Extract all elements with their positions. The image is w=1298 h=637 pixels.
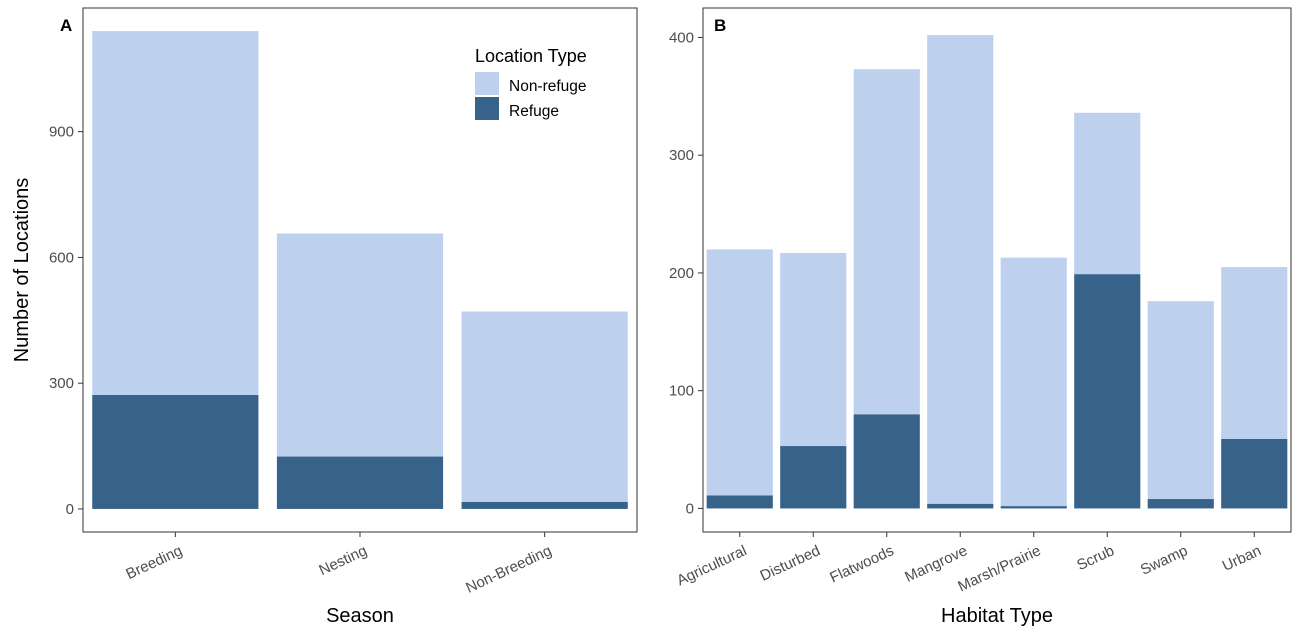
bar-non-refuge-flatwoods [853, 69, 920, 415]
panel-frame [702, 7, 1292, 533]
panel-b: 0 100 200 300 400 Agricultural Disturbed Flatwo… [669, 7, 1292, 627]
bar-non-refuge-urban [1221, 267, 1288, 439]
bar-refuge-mangrove [927, 503, 994, 509]
x-tick-label-marsh-prairie: Marsh/Prairie [955, 542, 1043, 595]
panel-frame [82, 7, 638, 533]
bar-refuge-flatwoods [853, 414, 920, 509]
x-axis-title: Season [326, 605, 394, 627]
legend-swatch-refuge [475, 97, 499, 120]
bar-non-refuge-scrub [1074, 112, 1141, 275]
bar-non-refuge-mangrove [927, 35, 994, 504]
y-tick-label: 0 [686, 500, 694, 517]
y-tick-label: 600 [49, 249, 74, 266]
bar-non-refuge-marsh-prairie [1000, 257, 1067, 507]
y-tick-label: 0 [66, 501, 74, 518]
bar-non-refuge-nesting [276, 233, 444, 457]
legend-label-non-refuge: Non-refuge [509, 78, 587, 95]
bar-non-refuge-agricultural [706, 249, 773, 496]
legend-title: Location Type [475, 46, 587, 66]
legend: Location Type Non-refuge Refuge [475, 46, 587, 120]
panel-label: A [60, 16, 72, 35]
bar-non-refuge-breeding [92, 31, 259, 395]
x-tick-label-flatwoods: Flatwoods [827, 542, 896, 586]
bar-non-refuge-disturbed [780, 252, 847, 447]
panel-label: B [714, 16, 726, 35]
y-tick-label: 200 [669, 265, 694, 282]
y-axis-title: Number of Locations [11, 178, 33, 363]
x-tick-label-scrub: Scrub [1074, 542, 1117, 574]
bar-refuge-nesting [276, 456, 444, 509]
y-tick-label: 400 [669, 29, 694, 46]
x-tick-label-disturbed: Disturbed [758, 542, 823, 585]
bar-refuge-marsh-prairie [1000, 506, 1067, 509]
bar-refuge-breeding [92, 394, 259, 509]
bar-refuge-urban [1221, 438, 1288, 509]
x-tick-label-non-breeding: Non-Breeding [463, 542, 554, 597]
bar-refuge-scrub [1074, 274, 1141, 509]
x-tick-label-breeding: Breeding [123, 542, 185, 583]
y-tick-label: 300 [669, 147, 694, 164]
y-tick-label: 900 [49, 124, 74, 141]
x-tick-label-nesting: Nesting [316, 542, 369, 579]
bar-non-refuge-swamp [1147, 301, 1214, 500]
bar-non-refuge-non-breeding [461, 311, 628, 502]
x-tick-label-swamp: Swamp [1138, 542, 1191, 579]
bar-refuge-swamp [1147, 499, 1214, 509]
x-axis-title: Habitat Type [941, 605, 1053, 627]
legend-label-refuge: Refuge [509, 103, 559, 120]
y-tick-label: 300 [49, 375, 74, 392]
x-tick-label-urban: Urban [1220, 542, 1264, 575]
y-tick-label: 100 [669, 383, 694, 400]
legend-swatch-non-refuge [475, 72, 499, 95]
x-tick-label-agricultural: Agricultural [674, 542, 749, 589]
bar-refuge-agricultural [706, 495, 773, 509]
panel-a: 0 300 600 900 Breeding Nesting Non-Breeding A Se… [11, 7, 638, 627]
bar-refuge-non-breeding [461, 501, 628, 509]
bar-refuge-disturbed [780, 446, 847, 509]
